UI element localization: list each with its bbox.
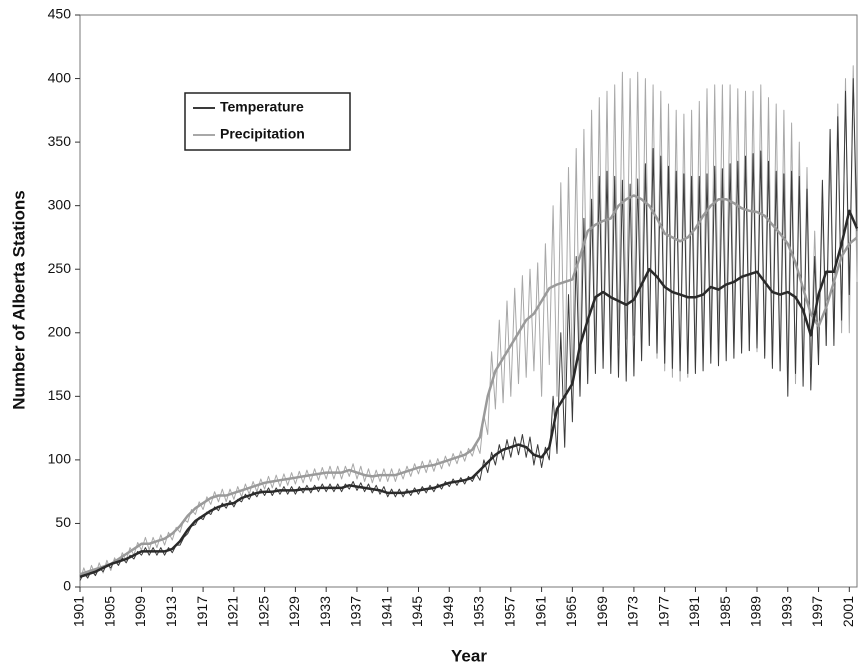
x-tick-label: 1969	[594, 596, 610, 627]
y-tick-label: 50	[55, 514, 71, 530]
trend-line	[79, 209, 859, 578]
legend-box	[184, 92, 351, 151]
y-tick-label: 200	[48, 323, 72, 339]
x-tick-label: 1921	[225, 596, 241, 627]
x-tick-label: 1913	[163, 596, 179, 627]
y-tick-label: 400	[48, 69, 72, 85]
y-tick-label: 300	[48, 196, 72, 212]
x-tick-label: 1961	[532, 596, 548, 627]
x-tick-label: 1981	[686, 596, 702, 627]
series-line	[79, 65, 858, 581]
x-tick-label: 1901	[71, 596, 87, 627]
x-tick-label: 1957	[502, 596, 518, 627]
x-tick-label: 1985	[717, 596, 733, 627]
x-tick-label: 1953	[471, 596, 487, 627]
x-tick-label: 1993	[778, 596, 794, 627]
y-tick-label: 350	[48, 133, 72, 149]
x-tick-label: 1905	[101, 596, 117, 627]
x-tick-label: 1925	[255, 596, 271, 627]
x-tick-label: 1977	[655, 596, 671, 627]
x-tick-label: 1929	[286, 596, 302, 627]
y-tick-label: 450	[48, 6, 72, 22]
y-tick-label: 100	[48, 451, 72, 467]
legend-label: Temperature	[220, 99, 304, 115]
x-tick-label: 1965	[563, 596, 579, 627]
series-line	[79, 78, 858, 581]
x-tick-label: 1933	[317, 596, 333, 627]
x-tick-label: 2001	[840, 596, 856, 627]
x-tick-label: 1989	[748, 596, 764, 627]
x-tick-label: 1949	[440, 596, 456, 627]
y-tick-label: 0	[63, 578, 71, 594]
x-tick-label: 1917	[194, 596, 210, 627]
y-tick-label: 150	[48, 387, 72, 403]
trend-line	[79, 194, 858, 576]
x-tick-label: 1997	[809, 596, 825, 627]
x-tick-label: 1941	[378, 596, 394, 627]
y-axis-label: Number of Alberta Stations	[9, 190, 28, 409]
x-tick-label: 1937	[348, 596, 364, 627]
x-tick-label: 1909	[132, 596, 148, 627]
plot-frame	[79, 14, 858, 588]
x-tick-label: 1973	[625, 596, 641, 627]
legend-label: Precipitation	[220, 126, 305, 142]
x-axis-label: Year	[451, 646, 487, 665]
y-tick-label: 250	[48, 260, 72, 276]
x-tick-label: 1945	[409, 596, 425, 627]
